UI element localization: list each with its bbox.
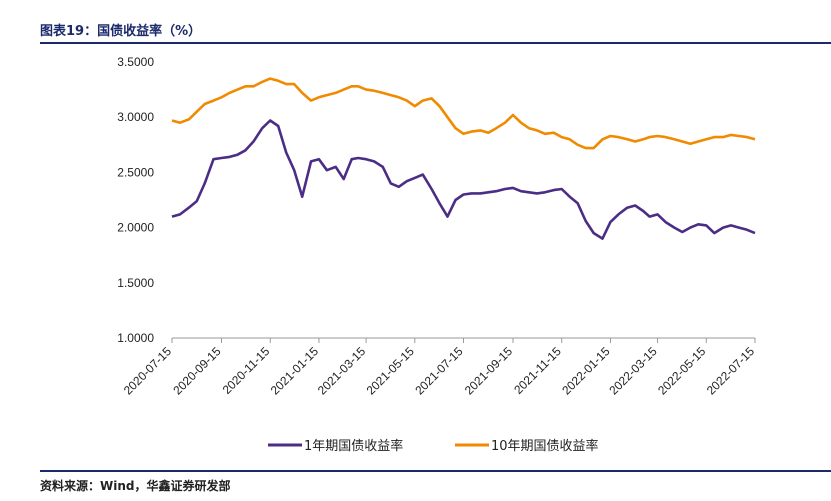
x-tick-label: 2022-05-15 [655,344,709,398]
series-10y-line [171,77,756,150]
x-axis: 2020-07-152020-09-152020-11-152021-01-15… [121,337,758,398]
x-tick-label: 2022-01-15 [559,344,613,398]
figure-title: 图表19：国债收益率（%） [40,24,202,39]
y-tick-label: 1.0000 [117,331,154,345]
x-tick-label: 2021-09-15 [462,344,516,398]
x-tick-label: 2021-05-15 [364,344,418,398]
y-tick-label: 3.0000 [117,110,154,124]
y-tick-label: 2.5000 [117,165,154,179]
x-tick-label: 2020-07-15 [121,344,175,398]
top-rule [40,42,831,44]
plot-lines [171,77,756,240]
legend-10y-label: 10年期国债收益率 [491,438,599,454]
y-axis: 1.0000 1.5000 2.0000 2.5000 3.0000 3.5000 [117,55,154,345]
source-note: 资料来源：Wind，华鑫证券研发部 [40,479,231,493]
x-tick-label: 2022-07-15 [704,344,758,398]
legend: 1年期国债收益率 10年期国债收益率 [268,438,599,454]
series-1y-line [171,119,756,240]
x-tick-label: 2022-03-15 [606,344,660,398]
chart: 1.0000 1.5000 2.0000 2.5000 3.0000 3.5000 202… [117,55,758,454]
bottom-rule [40,470,831,472]
legend-1y-label: 1年期国债收益率 [304,438,403,454]
x-tick-label: 2021-01-15 [268,344,322,398]
x-tick-label: 2021-11-15 [511,344,564,397]
x-tick-label: 2020-09-15 [170,344,224,398]
x-tick-label: 2021-07-15 [412,344,466,398]
x-tick-label: 2020-11-15 [220,344,273,397]
x-tick-label: 2021-03-15 [315,344,369,398]
y-tick-label: 1.5000 [117,276,154,290]
y-tick-label: 3.5000 [117,55,154,69]
y-tick-label: 2.0000 [117,221,154,235]
